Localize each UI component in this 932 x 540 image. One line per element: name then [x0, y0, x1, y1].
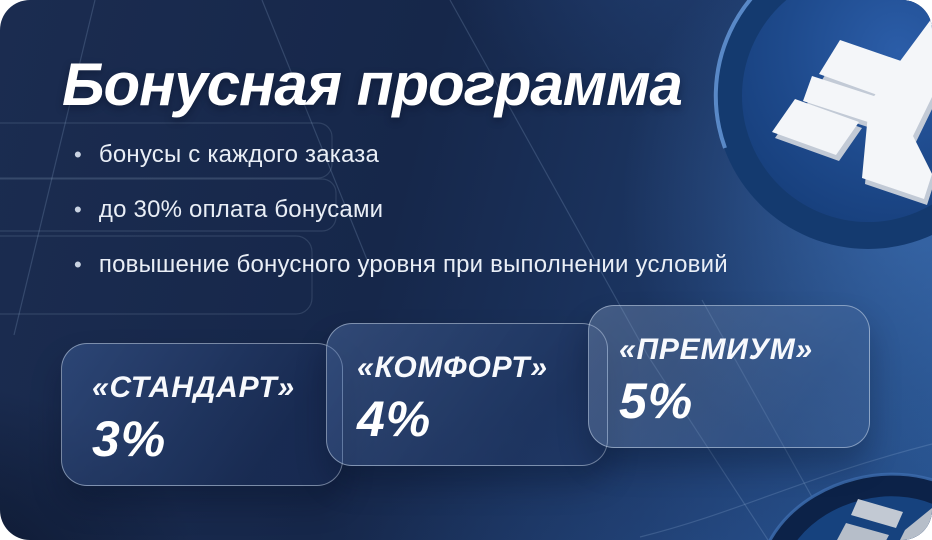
tier-name: «СТАНДАРТ» — [92, 371, 295, 404]
tier-card-comfort: «КОМФОРТ» 4% — [326, 323, 608, 466]
bullet-item-2: • до 30% оплата бонусами — [74, 196, 383, 224]
tier-name: «КОМФОРТ» — [357, 351, 548, 384]
bullet-text: бонусы с каждого заказа — [98, 141, 380, 168]
tier-percent: 5% — [619, 373, 694, 429]
bullet-item-3: • повышение бонусного уровня при выполне… — [74, 251, 728, 279]
page-title: Бонусная программа — [62, 51, 683, 118]
bullet-dot-icon: • — [74, 252, 82, 277]
tier-card-standard: «СТАНДАРТ» 3% — [61, 343, 343, 486]
tier-name: «ПРЕМИУМ» — [619, 333, 814, 366]
bullet-item-1: • бонусы с каждого заказа — [74, 141, 379, 169]
bullet-dot-icon: • — [74, 197, 82, 222]
bullet-text: повышение бонусного уровня при выполнени… — [98, 251, 728, 278]
bullet-dot-icon: • — [74, 142, 82, 167]
tier-card-premium: «ПРЕМИУМ» 5% — [588, 305, 870, 448]
bullet-text: до 30% оплата бонусами — [98, 196, 384, 223]
tier-percent: 3% — [92, 411, 167, 467]
tier-percent: 4% — [357, 391, 432, 447]
